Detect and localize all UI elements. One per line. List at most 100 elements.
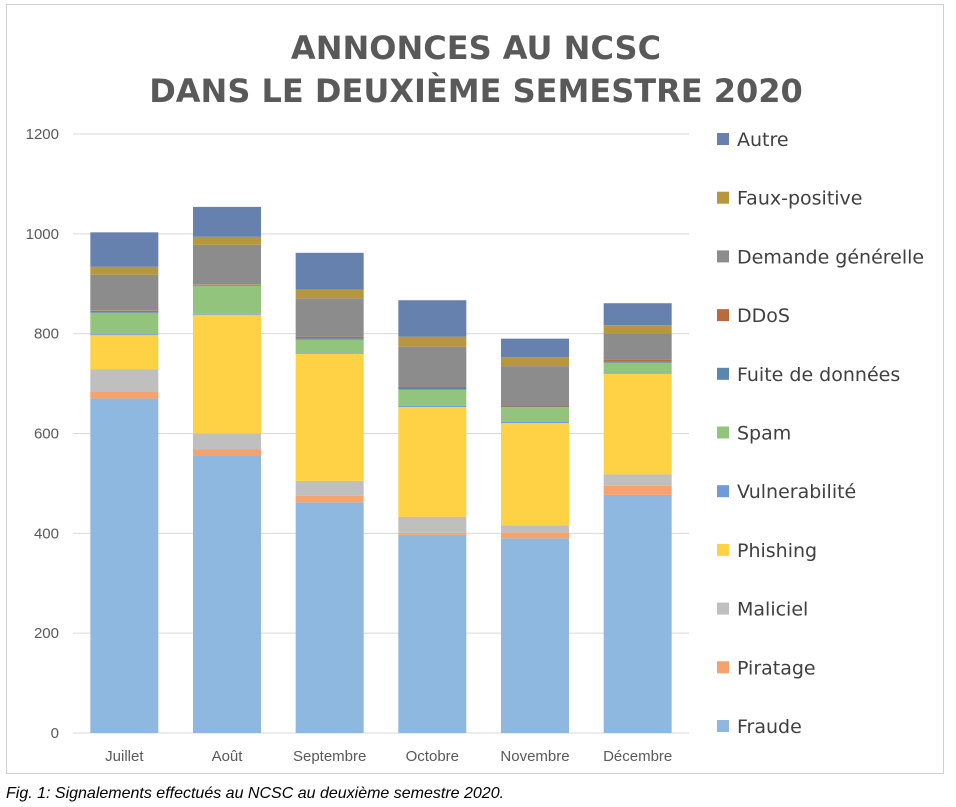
legend-label: Maliciel [737, 599, 808, 621]
bar-segment [603, 362, 672, 373]
bar-segment [603, 359, 672, 362]
legend-label: Autre [737, 129, 789, 151]
bar-segment [603, 494, 672, 733]
bar-segment [603, 333, 672, 360]
legend-label: Fuite de données [737, 364, 900, 386]
y-tick-label: 1000 [26, 226, 59, 243]
bar-segment [398, 532, 467, 535]
legend-label: Demande générelle [737, 246, 924, 268]
y-tick-label: 1200 [26, 126, 59, 143]
legend-swatch [717, 426, 729, 439]
bar-segment [295, 336, 364, 339]
bar-segment [603, 373, 672, 475]
gridlines [73, 133, 689, 734]
bar-segment [193, 433, 261, 450]
legend-label: DDoS [737, 305, 790, 327]
legend-swatch [717, 367, 729, 380]
bar-segment [295, 338, 364, 340]
bar-segment [398, 389, 467, 407]
stacked-bar-chart: ANNONCES AU NCSC DANS LE DEUXIÈME SEMESTR… [26, 29, 925, 765]
bar-segment [398, 407, 467, 517]
bar-segment [398, 300, 467, 337]
legend-swatch [717, 250, 729, 263]
bar-segment [295, 298, 364, 337]
bar-segment [501, 405, 569, 407]
bar-segment [193, 284, 261, 286]
bar-segment [295, 339, 364, 353]
y-tick-label: 0 [51, 725, 59, 742]
x-tick-label: Décembre [603, 748, 672, 765]
legend-swatch [717, 309, 729, 322]
bar-segment [193, 285, 261, 314]
bar-segment [398, 534, 467, 733]
bar-segment [603, 325, 672, 334]
bar-segment [90, 266, 159, 275]
legend-label: Phishing [737, 540, 817, 562]
chart-title: ANNONCES AU NCSC DANS LE DEUXIÈME SEMESTR… [149, 29, 803, 110]
bar-segment [90, 391, 159, 399]
bar-segment [603, 474, 672, 486]
legend-swatch [717, 602, 729, 615]
bar-segment [90, 335, 159, 370]
chart-frame: ANNONCES AU NCSC DANS LE DEUXIÈME SEMESTR… [6, 4, 944, 774]
x-tick-label: Octobre [406, 748, 459, 765]
bar-segment [295, 252, 364, 290]
legend-label: Piratage [737, 657, 816, 679]
legend-swatch [717, 543, 729, 556]
bar-segment [398, 386, 467, 390]
bar-segment [90, 310, 159, 313]
bar-segment [295, 353, 364, 481]
bar-segment [90, 232, 159, 267]
bar-segment [603, 372, 672, 374]
bar-segment [398, 516, 467, 533]
y-tick-label: 200 [34, 625, 59, 642]
bar-segment [295, 502, 364, 733]
x-tick-label: Novembre [500, 748, 569, 765]
bar-segment [295, 352, 364, 354]
x-axis-ticks: Juillet Août Septembre Octobre Novembre Décem… [105, 748, 672, 765]
legend-swatch [717, 720, 729, 732]
bar-segment [90, 312, 159, 335]
chart-title-line: ANNONCES AU NCSC [291, 29, 661, 67]
bar-segment [193, 236, 261, 245]
bar-segment [501, 422, 569, 424]
bar-segment [398, 336, 467, 347]
bar-segment [501, 366, 569, 406]
legend-swatch [717, 191, 729, 204]
bars [90, 206, 672, 733]
bar-segment [193, 314, 261, 434]
y-tick-label: 800 [34, 326, 59, 343]
x-tick-label: Août [212, 748, 244, 765]
y-axis-ticks: 0 200 400 600 800 1000 1200 [26, 126, 59, 742]
bar-segment [295, 495, 364, 503]
bar-segment [603, 361, 672, 363]
figure-caption: Fig. 1: Signalements effectués au NCSC a… [6, 785, 505, 802]
bar-segment [501, 538, 569, 733]
bar-segment [501, 338, 569, 358]
bar-segment [603, 485, 672, 495]
legend-swatch [717, 485, 729, 498]
chart-title-line: DANS LE DEUXIÈME SEMESTRE 2020 [149, 72, 803, 110]
bar-segment [295, 289, 364, 299]
bar-segment [603, 303, 672, 326]
bar-segment [501, 357, 569, 367]
legend-label: Fraude [737, 716, 802, 738]
bar-segment [193, 206, 261, 237]
x-tick-label: Juillet [105, 748, 144, 765]
y-tick-label: 600 [34, 426, 59, 443]
legend-label: Spam [737, 423, 791, 445]
bar-segment [398, 406, 467, 408]
bar-segment [193, 313, 261, 315]
bar-segment [501, 532, 569, 539]
bar-segment [90, 274, 159, 311]
bar-segment [398, 346, 467, 387]
y-tick-label: 400 [34, 525, 59, 542]
bar-segment [295, 480, 364, 496]
bar-segment [501, 525, 569, 533]
legend-label: Faux-positive [737, 188, 863, 210]
legend: Autre Faux-positive Demande générelle DDoS F… [717, 129, 924, 738]
bar-segment [193, 455, 261, 733]
bar-segment [501, 407, 569, 423]
bar-segment [90, 398, 159, 733]
legend-label: Vulnerabilité [737, 481, 856, 503]
